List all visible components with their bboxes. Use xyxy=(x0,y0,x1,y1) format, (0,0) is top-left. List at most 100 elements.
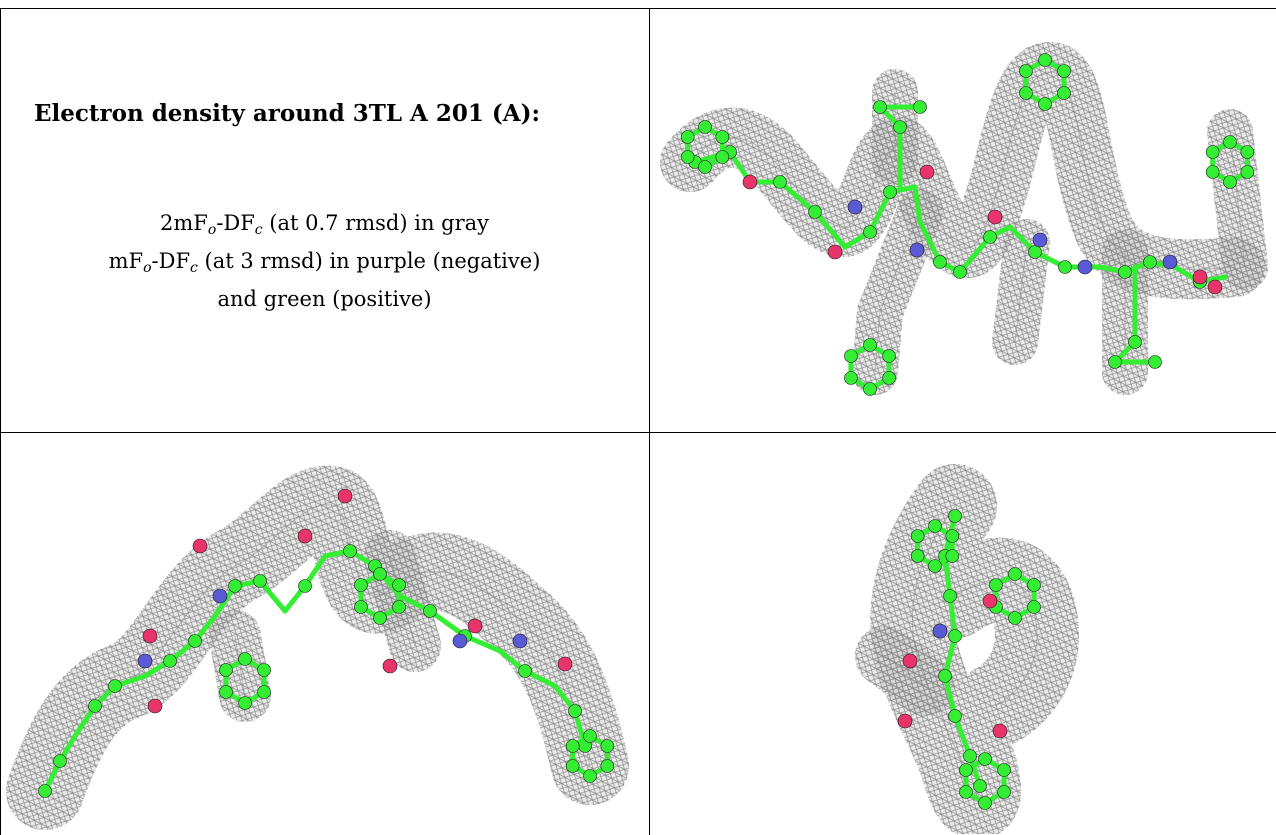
atom xyxy=(948,509,962,523)
atom xyxy=(1038,97,1052,111)
heteroatom xyxy=(742,174,758,190)
atom xyxy=(373,567,387,581)
heteroatom xyxy=(297,528,313,544)
atom xyxy=(1128,335,1142,349)
density-view-bottom-right xyxy=(655,436,1275,834)
atom xyxy=(1027,600,1041,614)
atom xyxy=(1205,145,1220,159)
atom xyxy=(910,549,925,563)
density-mesh xyxy=(660,42,1265,300)
molecule-image xyxy=(6,465,629,830)
atom xyxy=(973,779,987,793)
atom xyxy=(583,729,597,743)
heteroatom xyxy=(897,713,913,729)
atom xyxy=(715,130,730,144)
molecule-image xyxy=(855,464,1079,834)
atom xyxy=(38,784,52,798)
atom xyxy=(1205,165,1220,179)
atom xyxy=(1019,86,1033,100)
atom xyxy=(948,709,962,723)
heteroatom xyxy=(1207,279,1223,295)
atom xyxy=(1108,355,1122,369)
molecule-image xyxy=(660,42,1268,396)
heteroatom xyxy=(512,633,528,649)
bond xyxy=(867,189,893,235)
heteroatom xyxy=(192,538,208,554)
atom xyxy=(963,749,977,763)
heteroatom xyxy=(909,242,925,258)
atom xyxy=(928,519,942,533)
table-border-middle xyxy=(0,432,1276,433)
atom xyxy=(188,634,202,648)
atom xyxy=(715,150,730,164)
atom xyxy=(933,255,947,269)
bond xyxy=(952,713,973,759)
atom xyxy=(238,696,252,710)
atom xyxy=(989,578,1003,592)
atom xyxy=(1019,64,1033,78)
heteroatom xyxy=(1032,232,1048,248)
atom xyxy=(893,120,907,134)
atom xyxy=(1223,135,1237,149)
atom xyxy=(863,225,877,239)
atom xyxy=(1008,611,1022,625)
atom xyxy=(773,175,787,189)
description-line-3: and green (positive) xyxy=(217,287,432,311)
atom xyxy=(583,769,597,783)
atom xyxy=(913,100,927,114)
atom xyxy=(1057,86,1071,100)
heteroatom xyxy=(847,199,863,215)
heteroatom xyxy=(142,628,158,644)
atom xyxy=(680,130,695,144)
atom xyxy=(680,150,695,164)
heteroatom xyxy=(1192,269,1208,285)
atom xyxy=(298,579,312,593)
atom xyxy=(228,579,242,593)
heteroatom xyxy=(337,488,353,504)
atom xyxy=(238,652,252,666)
atom xyxy=(863,338,877,352)
atom xyxy=(945,529,960,543)
heteroatom xyxy=(557,656,573,672)
atom xyxy=(53,754,67,768)
atom xyxy=(938,669,952,683)
atom xyxy=(1038,53,1052,67)
atom xyxy=(219,663,233,677)
density-mesh xyxy=(6,465,629,830)
atom xyxy=(108,679,122,693)
heteroatom xyxy=(467,618,483,634)
atom xyxy=(354,600,368,614)
atom xyxy=(518,664,532,678)
heteroatom xyxy=(147,698,163,714)
bond xyxy=(912,184,923,225)
atom xyxy=(997,785,1011,799)
atom xyxy=(959,763,973,777)
heteroatom xyxy=(827,244,843,260)
atom xyxy=(698,120,712,134)
atom xyxy=(1223,175,1237,189)
atom xyxy=(978,752,992,766)
atom xyxy=(959,785,973,799)
atom xyxy=(1148,355,1162,369)
atom xyxy=(354,578,368,592)
atom xyxy=(808,205,822,219)
heteroatom xyxy=(932,623,948,639)
atom xyxy=(910,529,925,543)
atom xyxy=(257,663,271,677)
bond xyxy=(427,608,468,639)
atom xyxy=(945,549,960,563)
atom xyxy=(163,654,177,668)
bond xyxy=(957,234,993,275)
atom xyxy=(928,559,942,573)
heteroatom xyxy=(919,164,935,180)
table-border-center xyxy=(649,8,650,835)
atom xyxy=(953,265,967,279)
bond xyxy=(777,179,818,215)
heteroatom xyxy=(902,653,918,669)
atom xyxy=(1143,255,1157,269)
atom xyxy=(983,230,997,244)
atom xyxy=(943,589,957,603)
atom xyxy=(392,600,406,614)
figure-title: Electron density around 3TL A 201 (A): xyxy=(34,100,540,127)
